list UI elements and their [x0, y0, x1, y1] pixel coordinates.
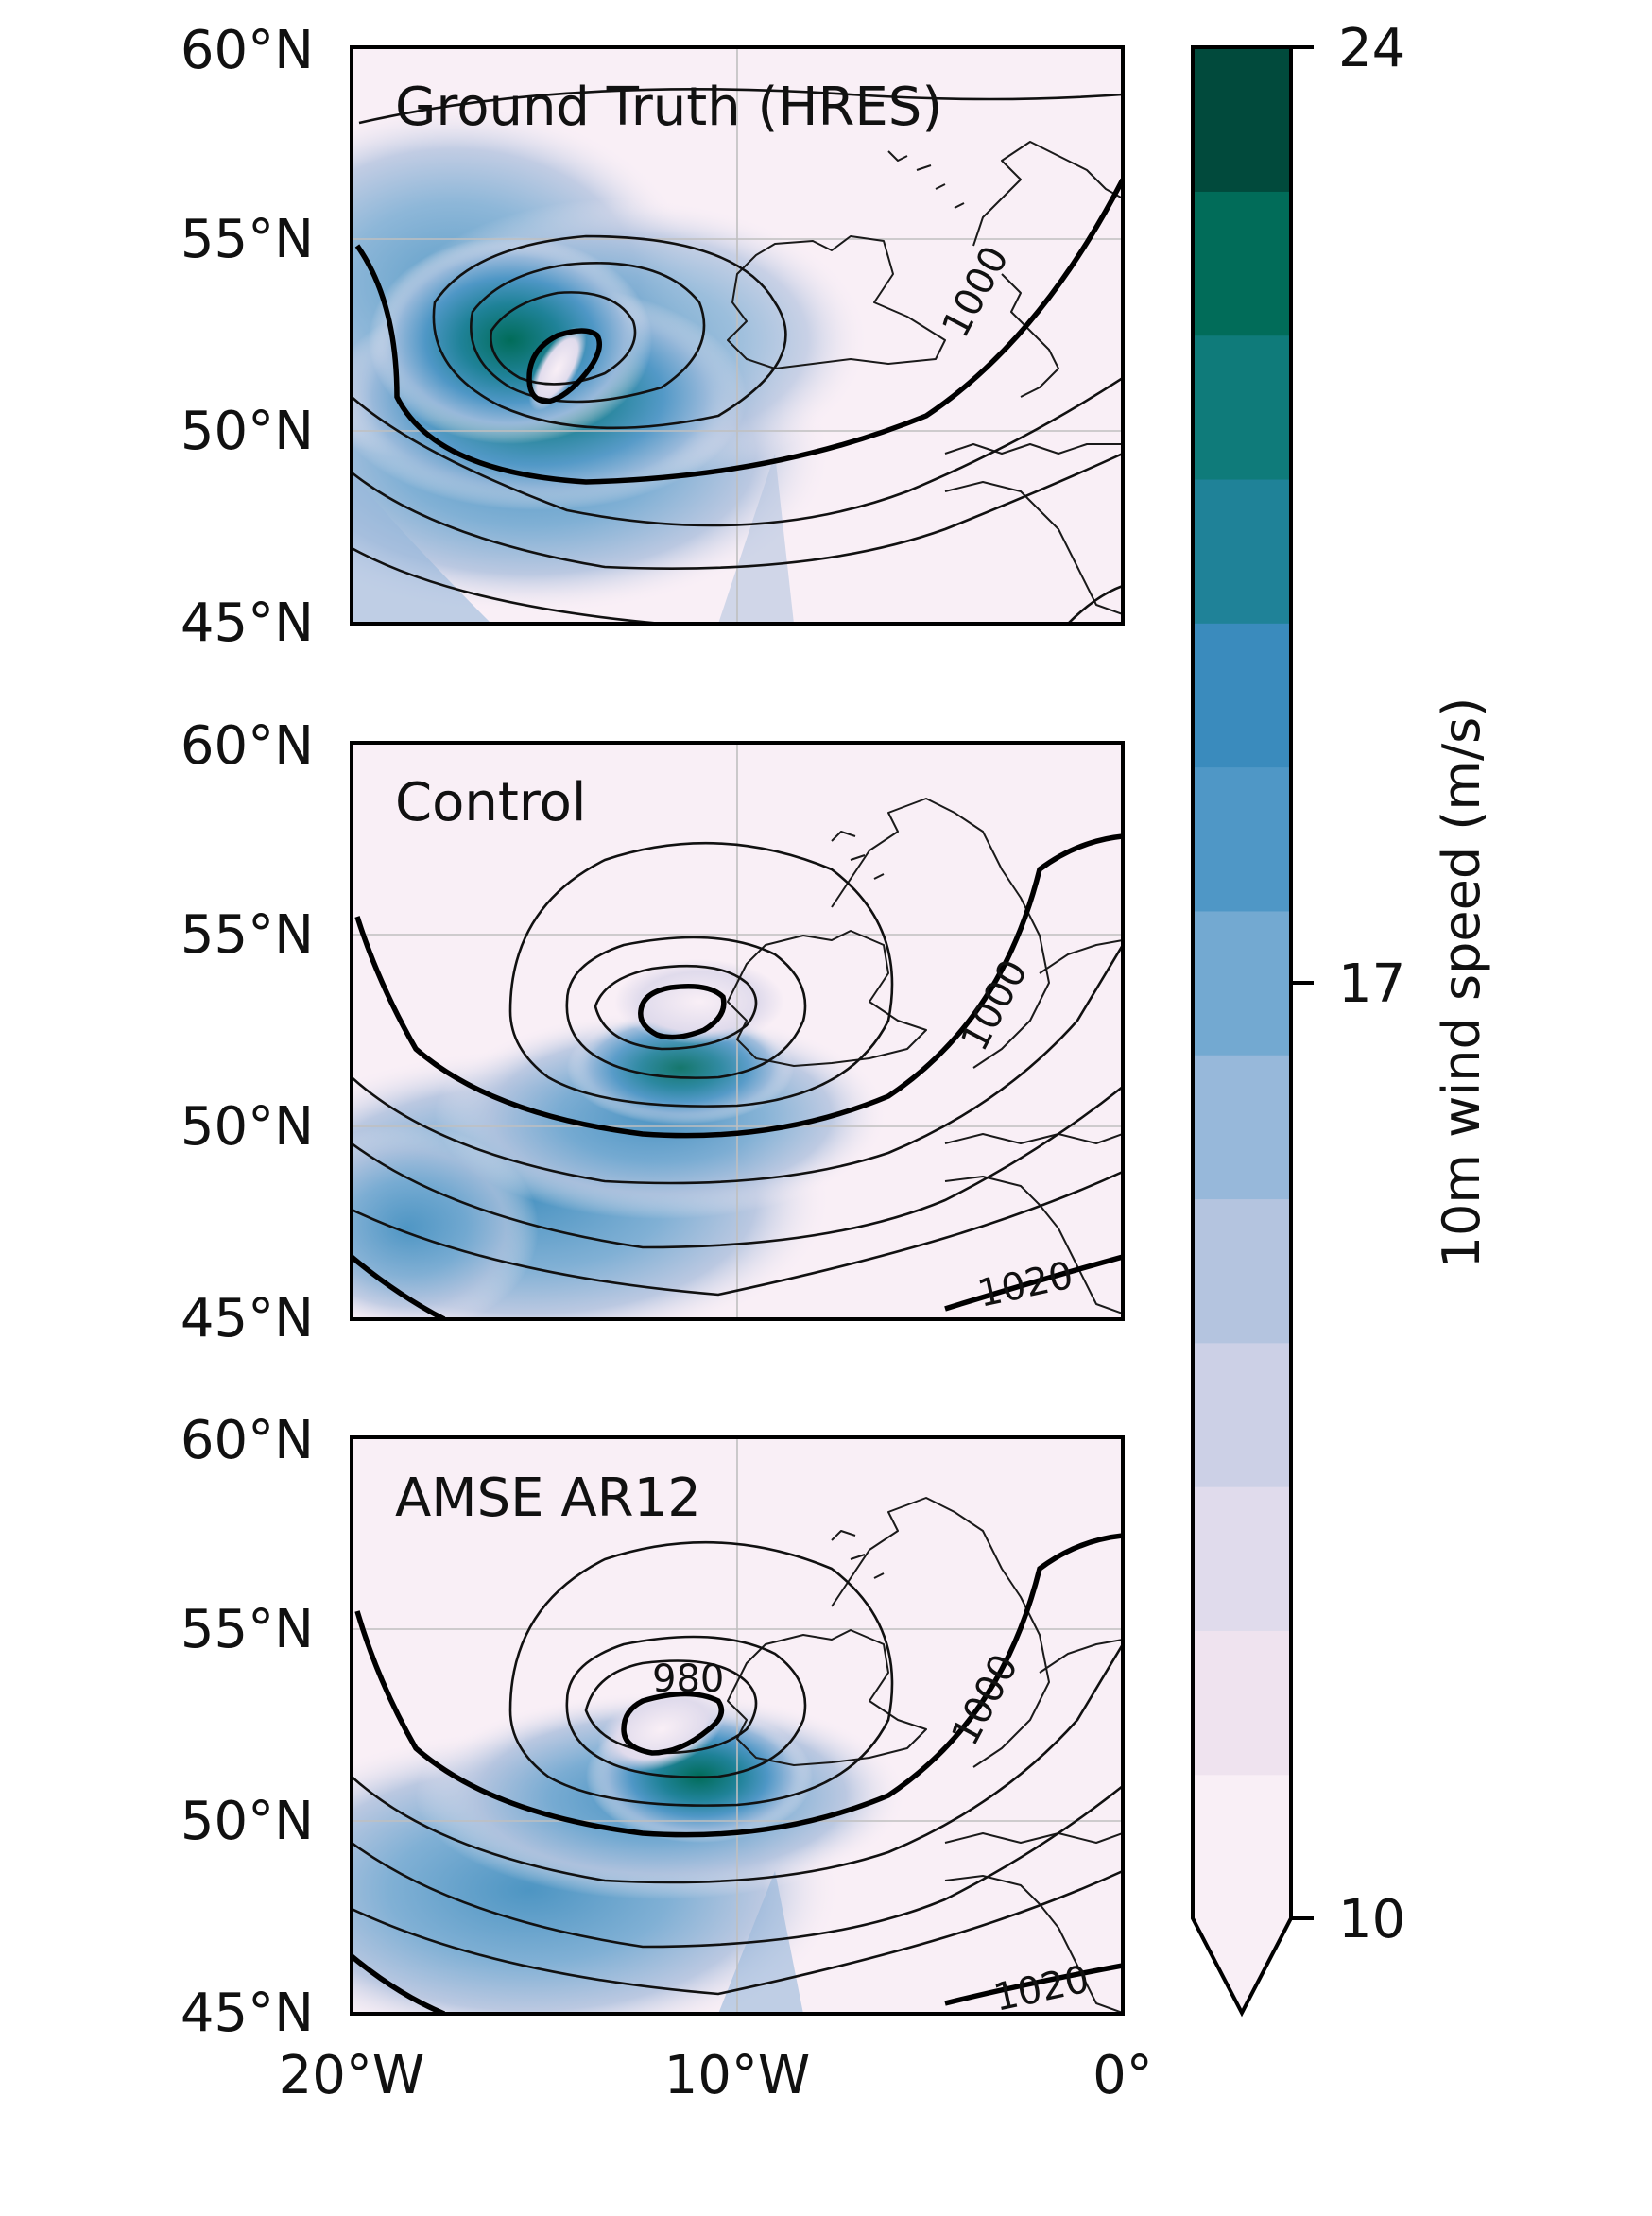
panel-control: Control 1000 1020 60°N 55°N 50°N 45°N: [181, 715, 1125, 1349]
colorbar-swatch: [1193, 1198, 1291, 1344]
lon-tick: 10°W: [664, 2045, 811, 2106]
isobars: [352, 88, 1123, 624]
panel-title: Control: [395, 772, 586, 833]
colorbar-swatch: [1193, 1486, 1291, 1631]
gridlines: [352, 1437, 1123, 2014]
lat-tick: 55°N: [181, 209, 314, 270]
colorbar-extend-arrow: [1193, 1918, 1291, 2013]
lat-tick: 55°N: [181, 904, 314, 966]
colorbar-swatch: [1193, 478, 1291, 624]
lon-tick: 0°: [1093, 2045, 1153, 2106]
lat-tick: 50°N: [181, 1791, 314, 1852]
lat-tick: 60°N: [181, 1410, 314, 1471]
colorbar-tick-label: 24: [1338, 18, 1405, 79]
colorbar-tick-label: 17: [1338, 953, 1405, 1015]
coastlines: [727, 141, 1123, 615]
colorbar-ticks: 24 17 10: [1291, 18, 1405, 1950]
colorbar-swatch: [1193, 1342, 1291, 1487]
colorbar-tick-label: 10: [1338, 1889, 1405, 1950]
colorbar-swatch: [1193, 766, 1291, 912]
lon-tick: 20°W: [279, 2045, 425, 2106]
isobar-label: 980: [652, 1658, 724, 1701]
panel-frame: [350, 45, 1125, 626]
isobars: [352, 833, 1123, 1319]
panel-ground-truth: Ground Truth (HRES) 1000 60°N 55°N 50°N …: [181, 20, 1125, 654]
colorbar-swatch: [1193, 1630, 1291, 1776]
panel-title: AMSE AR12: [395, 1468, 701, 1529]
lat-tick: 50°N: [181, 401, 314, 462]
isobars: [352, 1533, 1123, 2014]
wind-field: [352, 104, 869, 624]
colorbar-swatch: [1193, 191, 1291, 336]
panel-frame: [350, 1435, 1125, 2016]
colorbar-frame: [1191, 45, 1293, 2018]
colorbar-swatch: [1193, 1055, 1291, 1200]
lat-tick: 60°N: [181, 715, 314, 777]
lat-tick: 45°N: [181, 1288, 314, 1349]
colorbar-swatch: [1193, 1774, 1291, 1919]
lat-tick: 50°N: [181, 1096, 314, 1158]
colorbar-swatch: [1193, 47, 1291, 192]
colorbar-label: 10m wind speed (m/s): [1432, 697, 1491, 1269]
gridlines: [352, 47, 1123, 624]
lat-tick: 60°N: [181, 20, 314, 81]
colorbar: 24 17 10 10m wind speed (m/s): [1191, 18, 1491, 2018]
colorbar-swatches: [1193, 47, 1291, 1919]
lat-tick: 55°N: [181, 1599, 314, 1660]
colorbar-swatch: [1193, 623, 1291, 768]
wind-field: [352, 1687, 907, 2014]
lat-tick: 45°N: [181, 593, 314, 654]
lat-tick: 45°N: [181, 1983, 314, 2044]
panel-amse-ar12: AMSE AR12 980 1000 1020 60°N 55°N 50°N 4…: [181, 1410, 1125, 2044]
colorbar-swatch: [1193, 910, 1291, 1056]
panel-title: Ground Truth (HRES): [395, 77, 942, 138]
colorbar-swatch: [1193, 335, 1291, 480]
panel-frame: [350, 741, 1125, 1321]
